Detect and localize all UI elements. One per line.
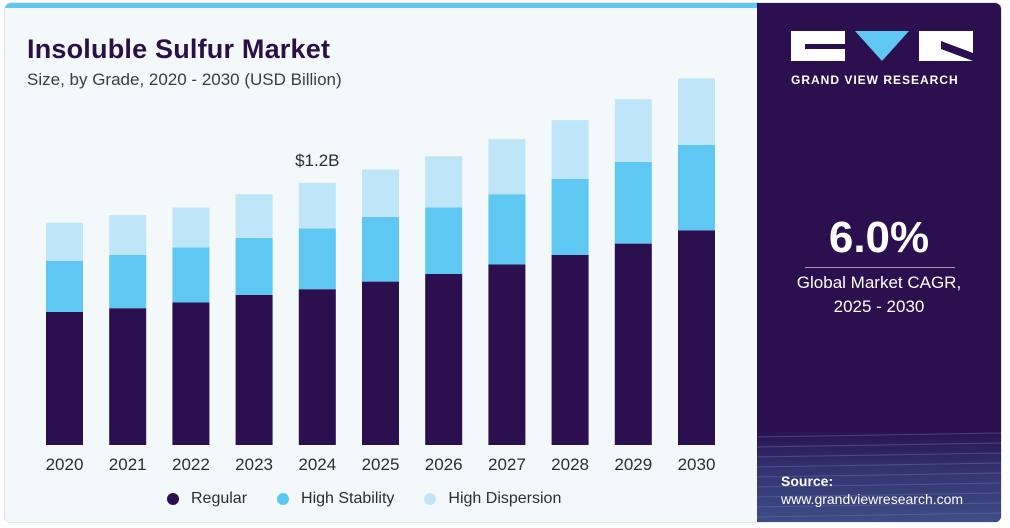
- summary-sidebar: GRAND VIEW RESEARCH 6.0% Global Market C…: [757, 3, 1001, 522]
- cagr-label-line1: Global Market CAGR,: [796, 273, 962, 292]
- bar-segment-high-dispersion-2030: [678, 78, 715, 145]
- x-tick-label-2025: 2025: [362, 455, 400, 474]
- bar-segment-high-dispersion-2028: [551, 120, 589, 179]
- x-tick-label-2027: 2027: [488, 455, 526, 474]
- bar-segment-high-stability-2026: [425, 207, 463, 274]
- bar-segment-regular-2025: [362, 281, 399, 445]
- bar-segment-regular-2028: [551, 255, 589, 445]
- brand-name: GRAND VIEW RESEARCH: [791, 73, 959, 87]
- bar-segment-regular-2029: [614, 243, 652, 445]
- x-tick-label-2028: 2028: [551, 455, 589, 474]
- bar-segment-high-dispersion-2023: [235, 194, 273, 238]
- grand-view-research-logo: [791, 31, 973, 61]
- bar-segment-high-dispersion-2022: [172, 207, 210, 248]
- infographic-card: Insoluble Sulfur Market Size, by Grade, …: [5, 3, 1001, 522]
- bar-segment-high-stability-2029: [614, 161, 652, 244]
- legend-swatch: [277, 493, 290, 505]
- x-tick-label-2020: 2020: [46, 455, 84, 474]
- bar-segment-high-stability-2021: [109, 255, 147, 309]
- cagr-label: Global Market CAGR, 2025 - 2030: [757, 271, 1001, 319]
- source-background-band: [757, 429, 1001, 522]
- bar-segment-high-stability-2022: [172, 247, 210, 303]
- legend-swatch: [167, 493, 179, 505]
- bar-segment-regular-2026: [425, 274, 463, 445]
- bar-segment-regular-2030: [678, 230, 715, 445]
- x-tick-label-2021: 2021: [109, 455, 147, 474]
- legend-item-regular: Regular: [167, 490, 247, 508]
- bar-segment-regular-2020: [46, 312, 83, 445]
- cagr-label-line2: 2025 - 2030: [833, 297, 925, 316]
- x-tick-label-2029: 2029: [614, 455, 652, 474]
- cagr-divider: [805, 267, 955, 268]
- bar-segment-high-dispersion-2026: [425, 156, 463, 208]
- bar-segment-high-stability-2020: [46, 260, 83, 312]
- bar-segment-high-stability-2027: [488, 194, 526, 265]
- data-label-2024: $1.2B: [295, 151, 339, 170]
- bar-segment-high-stability-2025: [362, 217, 399, 282]
- bar-segment-high-stability-2028: [551, 179, 589, 255]
- accent-top-line: [5, 3, 757, 8]
- x-tick-label-2022: 2022: [172, 455, 210, 474]
- x-tick-label-2024: 2024: [298, 455, 336, 474]
- bar-segment-high-stability-2024: [298, 228, 336, 290]
- chart-subtitle: Size, by Grade, 2020 - 2030 (USD Billion…: [27, 70, 342, 89]
- x-tick-label-2030: 2030: [678, 455, 716, 474]
- bar-segment-regular-2021: [109, 308, 147, 445]
- chart-panel: Insoluble Sulfur Market Size, by Grade, …: [5, 8, 757, 522]
- bar-segment-high-stability-2030: [678, 144, 715, 231]
- bar-segment-regular-2023: [235, 294, 273, 445]
- cagr-value: 6.0%: [828, 213, 930, 262]
- bar-segment-high-dispersion-2020: [46, 222, 83, 261]
- legend-label: Regular: [191, 490, 248, 507]
- source-label: Source:: [781, 473, 834, 489]
- legend-item-high-dispersion: High Dispersion: [424, 490, 561, 508]
- decorative-lines: [757, 432, 1001, 518]
- bar-segment-high-dispersion-2027: [488, 139, 526, 195]
- bar-segment-high-dispersion-2024: [298, 182, 336, 229]
- bar-segment-high-stability-2023: [235, 237, 273, 295]
- legend-label: High Dispersion: [448, 490, 562, 507]
- bar-segment-regular-2027: [488, 264, 526, 445]
- bar-segment-regular-2022: [172, 302, 210, 445]
- legend-label: High Stability: [301, 490, 395, 507]
- source-link[interactable]: www.grandviewresearch.com: [781, 491, 964, 507]
- chart-legend: Regular High Stability High Dispersion: [167, 490, 561, 508]
- chart-title: Insoluble Sulfur Market: [27, 34, 331, 64]
- stacked-bar-chart: 2020 2021 2022 2023 2024 $1.2B 2025 2026 2027 202…: [46, 78, 716, 474]
- x-tick-label-2026: 2026: [425, 455, 463, 474]
- x-tick-label-2023: 2023: [235, 455, 273, 474]
- bar-segment-regular-2024: [298, 289, 336, 445]
- bar-segment-high-dispersion-2025: [362, 169, 399, 217]
- bar-segment-high-dispersion-2029: [614, 99, 652, 162]
- legend-swatch: [424, 493, 437, 505]
- legend-item-high-stability: High Stability: [277, 490, 394, 508]
- bar-segment-high-dispersion-2021: [109, 215, 147, 255]
